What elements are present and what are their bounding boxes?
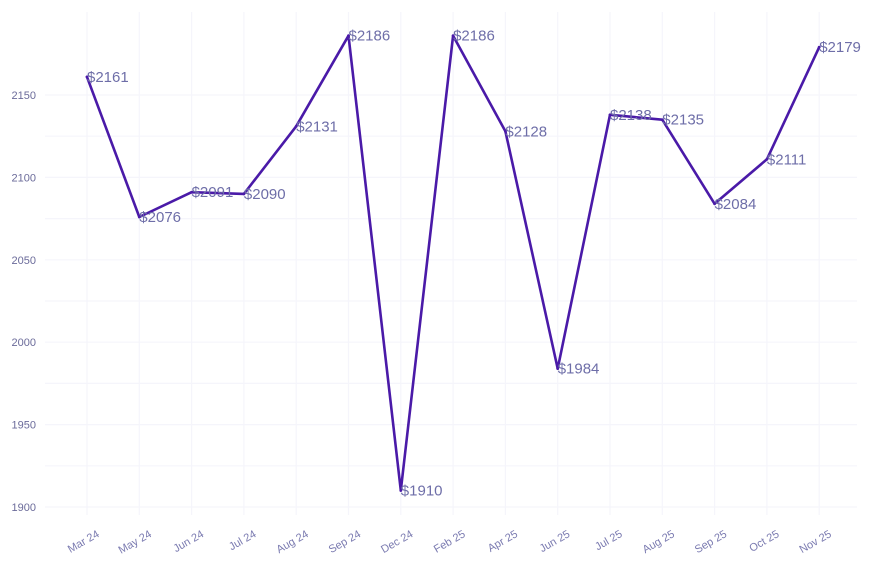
x-tick-label: Dec 24 [379,528,415,556]
x-tick-label: Mar 24 [66,528,102,556]
data-label: $2186 [453,28,495,45]
data-point [660,118,664,122]
x-tick-label: Jul 24 [227,528,258,553]
x-tick-label: Sep 25 [693,528,729,556]
data-label: $1984 [558,361,600,378]
data-label: $2090 [244,186,286,203]
data-label: $2179 [819,39,861,56]
x-tick-label: May 24 [117,528,154,556]
series-layer [85,34,821,492]
x-axis: Mar 24 May 24 Jun 24 Jul 24 Aug 24 Sep 24 Dec … [66,528,834,556]
x-tick-label: Feb 25 [432,528,468,556]
data-point [817,45,821,49]
data-label: $2076 [139,209,181,226]
data-point [347,34,350,38]
data-point [504,129,507,133]
data-point [399,489,403,492]
data-label: $2128 [505,123,547,140]
data-label: $2135 [662,112,704,129]
grid-layer [45,12,857,515]
data-point [556,367,560,370]
data-label: $2111 [767,151,807,168]
y-tick-label: 1900 [12,502,36,514]
x-tick-label: Jul 25 [593,528,624,553]
data-point [242,192,246,196]
y-tick-label: 1950 [12,420,36,432]
data-point [190,190,194,194]
data-label: $2161 [87,69,129,86]
y-tick-label: 2000 [12,337,36,349]
y-axis: 1900 1950 2000 2050 2100 2150 [12,90,36,514]
x-tick-label: Oct 25 [747,528,781,555]
data-point [713,202,716,206]
x-tick-label: Nov 25 [798,528,834,556]
data-point [765,157,769,161]
data-label: $1910 [401,483,443,500]
x-tick-label: Sep 24 [327,528,363,556]
data-point [137,215,141,219]
y-tick-label: 2150 [12,90,36,102]
data-label: $2138 [610,107,652,124]
y-tick-label: 2050 [12,255,36,267]
data-label: $2091 [192,184,234,201]
data-label: $2131 [296,118,338,135]
data-label: $2084 [715,196,757,213]
x-tick-label: Aug 24 [274,528,310,556]
data-point [608,113,612,117]
x-tick-label: Aug 25 [641,528,677,556]
data-point [451,34,455,38]
data-label: $2186 [349,28,391,45]
data-point [294,124,298,128]
data-point [85,75,89,79]
y-tick-label: 2100 [12,172,36,184]
x-tick-label: Jun 24 [171,528,206,555]
x-tick-label: Apr 25 [486,528,520,555]
x-tick-label: Jun 25 [538,528,573,555]
data-label-layer: $2161 $2076 $2091 $2090 $2131 $2186 $1910 $2186… [87,28,861,500]
